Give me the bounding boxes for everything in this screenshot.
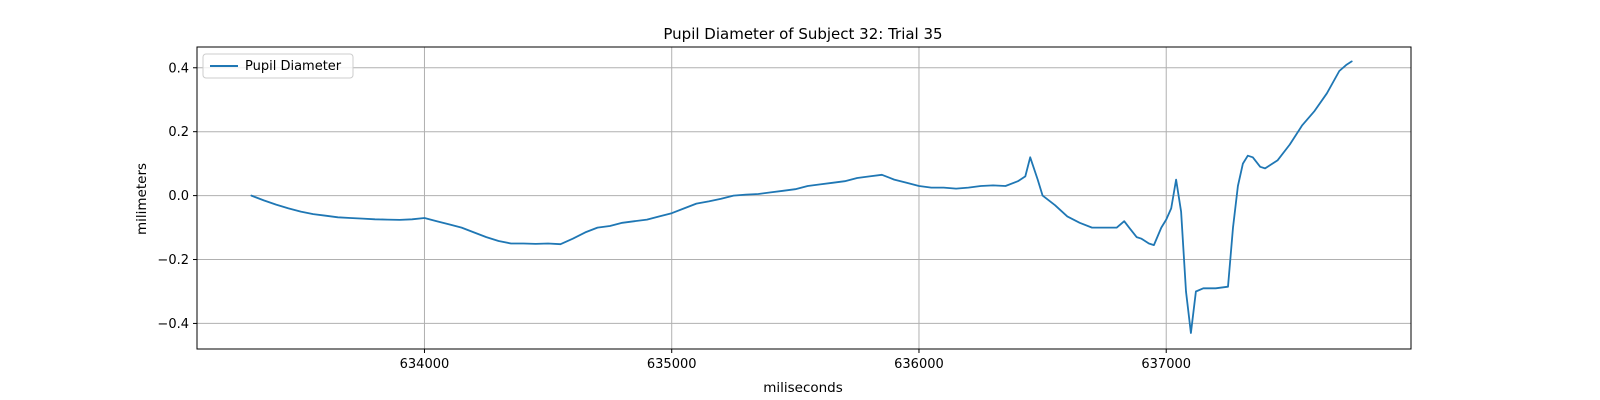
series-line-pupil-diameter <box>250 60 1353 334</box>
axes-frame <box>196 46 1412 350</box>
grid <box>197 47 1411 349</box>
y-tick-label: −0.2 <box>157 253 189 268</box>
plot-series <box>250 60 1353 334</box>
x-tick-label: 636000 <box>894 357 944 372</box>
plot-area-border <box>196 46 1412 350</box>
x-tick-label: 637000 <box>1141 357 1191 372</box>
y-ticks: −0.4 −0.2 0.0 0.2 0.4 <box>157 61 197 332</box>
legend-box <box>202 53 354 79</box>
x-ticks: 634000 635000 636000 637000 <box>400 349 1191 372</box>
y-axis-title: milimeters <box>134 163 150 235</box>
x-tick-label: 635000 <box>647 357 697 372</box>
legend-label: Pupil Diameter <box>245 59 342 74</box>
chart-title: Pupil Diameter of Subject 32: Trial 35 <box>663 25 942 43</box>
y-tick-label: 0.4 <box>168 61 189 76</box>
y-tick-label: 0.0 <box>168 189 189 204</box>
y-tick-label: 0.2 <box>168 125 189 140</box>
legend: Pupil Diameter <box>202 53 354 79</box>
x-tick-label: 634000 <box>400 357 450 372</box>
y-tick-label: −0.4 <box>157 317 189 332</box>
x-axis-title: miliseconds <box>763 380 843 396</box>
